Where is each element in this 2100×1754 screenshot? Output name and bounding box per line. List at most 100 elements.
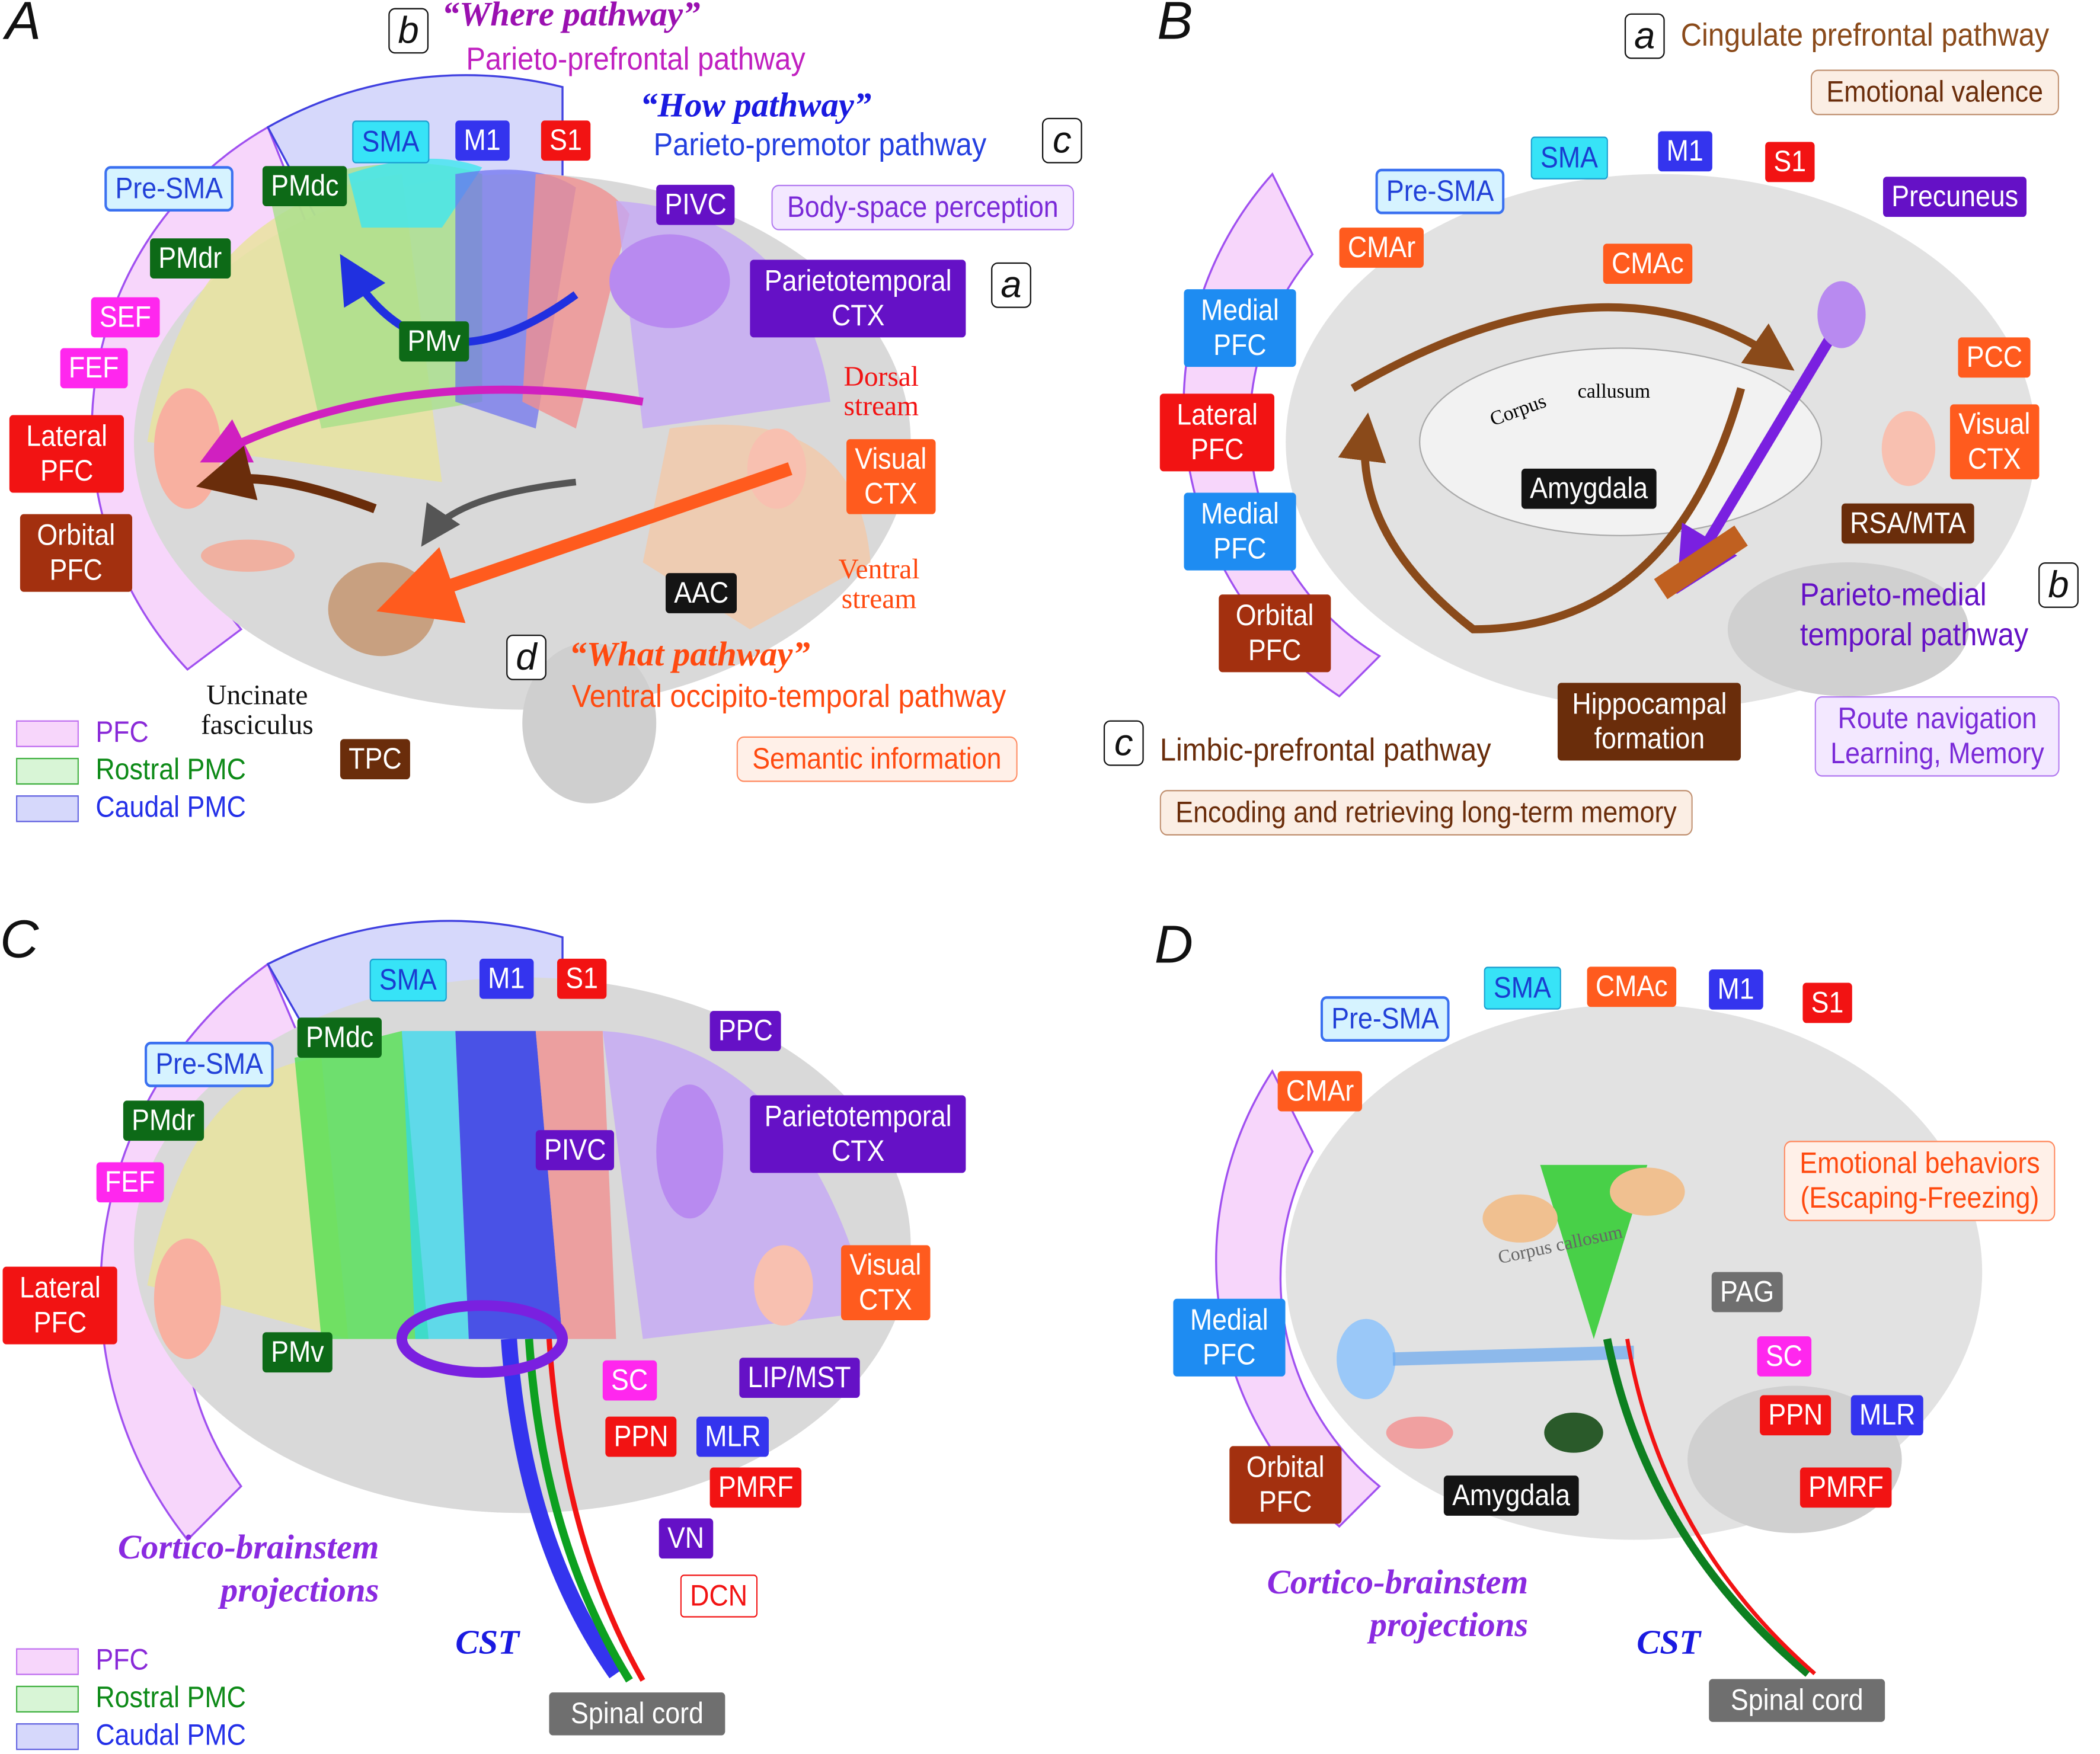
pathway-letter-d: d [506,635,546,680]
label-pmv: PMv [262,1332,333,1373]
brain-lateral-c [99,920,911,1683]
label-s1: S1 [541,120,591,161]
callusum-label: callusum [1577,381,1651,404]
label-aac: AAC [666,573,737,613]
label-lip-mst: LIP/MST [739,1358,859,1398]
uncinate-fasciculus-label: Uncinate fasciculus [200,678,314,741]
label-pre-sma: Pre-SMA [1320,996,1450,1042]
label-fef: FEF [60,348,127,389]
label-m1: M1 [455,120,509,161]
panel-label-d: D [1154,916,1194,975]
legend-swatch-pfc [16,721,79,748]
label-visual-ctx: Visual CTX [846,439,935,514]
emotional-behaviors-box: Emotional behaviors (Escaping-Freezing) [1783,1141,2056,1221]
legend-label: PFC [95,715,149,749]
limbic-prefrontal-pathway-title: Limbic-prefrontal pathway [1159,732,1491,769]
legend-label: Rostral PMC [95,1680,246,1714]
how-pathway-title: “How pathway” [640,85,872,125]
label-pivc: PIVC [656,184,736,225]
legend-swatch-rostral [16,1686,79,1713]
label-lateral-pfc: Lateral PFC [9,415,124,493]
label-pmdc: PMdc [262,166,347,206]
label-pag: PAG [1711,1272,1783,1313]
route-navigation-box: Route navigation Learning, Memory [1814,696,2060,777]
label-sma: SMA [369,958,447,1002]
cst-label: CST [1636,1622,1701,1662]
label-medial-pfc: Medial PFC [1173,1298,1286,1377]
label-visual-ctx: Visual CTX [841,1245,930,1320]
pathway-letter-a: a [991,262,1031,308]
label-cmar: CMAr [1339,228,1424,268]
label-pmrf: PMRF [1799,1467,1893,1508]
label-fef: FEF [96,1162,164,1203]
ventral-stream-label: Ventral stream [838,553,920,615]
label-ppc: PPC [709,1010,782,1051]
legend-a: PFC Rostral PMC Caudal PMC [16,713,246,826]
label-s1: S1 [1802,982,1852,1023]
label-orbital-pfc: Orbital PFC [1219,594,1331,673]
label-pmdr: PMdr [150,238,231,279]
body-space-perception-box: Body-space perception [771,184,1075,231]
label-medial-pfc: Medial PFC [1184,289,1296,367]
label-sc: SC [1757,1336,1811,1377]
pathway-letter-c: c [1103,720,1144,766]
label-pre-sma: Pre-SMA [145,1041,274,1087]
label-ppn: PPN [605,1416,677,1457]
label-cmar: CMAr [1277,1071,1363,1112]
label-dcn: DCN [680,1574,757,1618]
label-medial-pfc: Medial PFC [1184,492,1296,571]
legend-c: PFC Rostral PMC Caudal PMC [16,1641,246,1754]
encoding-memory-box: Encoding and retrieving long-term memory [1159,790,1693,836]
brain-lateral-a [91,74,911,804]
cortico-brainstem-label: Cortico-brainstem projections [1267,1562,1529,1644]
label-pivc: PIVC [535,1130,615,1170]
panel-label-a: A [5,0,41,51]
pathway-letter-b: b [2038,562,2079,608]
how-pathway-subtitle: Parieto-premotor pathway [653,127,987,164]
label-ppn: PPN [1760,1395,1831,1436]
label-m1: M1 [1709,969,1763,1010]
label-orbital-pfc: Orbital PFC [1229,1446,1342,1524]
label-pmdc: PMdc [297,1017,382,1058]
label-spinal-cord: Spinal cord [549,1692,725,1736]
pathway-letter-b: b [388,8,429,54]
pathway-letter-a: a [1624,13,1665,59]
label-cmac: CMAc [1603,244,1693,284]
label-s1: S1 [1765,142,1815,183]
label-pre-sma: Pre-SMA [104,166,234,212]
label-spinal-cord: Spinal cord [1709,1679,1885,1722]
what-pathway-title: “What pathway” [569,635,810,674]
legend-swatch-pfc [16,1648,79,1676]
legend-label: Rostral PMC [95,752,246,786]
cortico-brainstem-label: Cortico-brainstem projections [117,1528,379,1610]
semantic-information-box: Semantic information [736,736,1017,782]
where-pathway-title: “Where pathway” [442,0,701,34]
label-parietotemporal-ctx: Parietotemporal CTX [750,1095,967,1173]
label-lateral-pfc: Lateral PFC [1159,393,1275,472]
label-m1: M1 [479,958,533,999]
label-m1: M1 [1658,131,1712,172]
label-pmv: PMv [399,321,469,362]
label-pre-sma: Pre-SMA [1375,168,1505,215]
label-hippocampal-formation: Hippocampal formation [1557,683,1741,761]
label-sc: SC [602,1360,657,1401]
label-rsa-mta: RSA/MTA [1841,503,1974,544]
label-pmrf: PMRF [709,1467,802,1508]
label-pcc: PCC [1958,337,2031,378]
label-amygdala: Amygdala [1443,1475,1579,1516]
legend-label: Caudal PMC [95,1718,246,1752]
what-pathway-subtitle: Ventral occipito-temporal pathway [571,678,1006,715]
legend-swatch-caudal [16,1723,79,1750]
label-pmdr: PMdr [123,1100,204,1141]
label-vn: VN [659,1518,713,1559]
dorsal-stream-label: Dorsal stream [843,360,919,422]
label-mlr: MLR [696,1416,769,1457]
label-lateral-pfc: Lateral PFC [2,1266,118,1345]
label-tpc: TPC [340,739,410,780]
label-sma: SMA [1484,966,1561,1010]
legend-swatch-caudal [16,795,79,822]
label-mlr: MLR [1850,1395,1924,1436]
panel-label-c: C [0,910,39,969]
label-cmac: CMAc [1587,966,1676,1007]
